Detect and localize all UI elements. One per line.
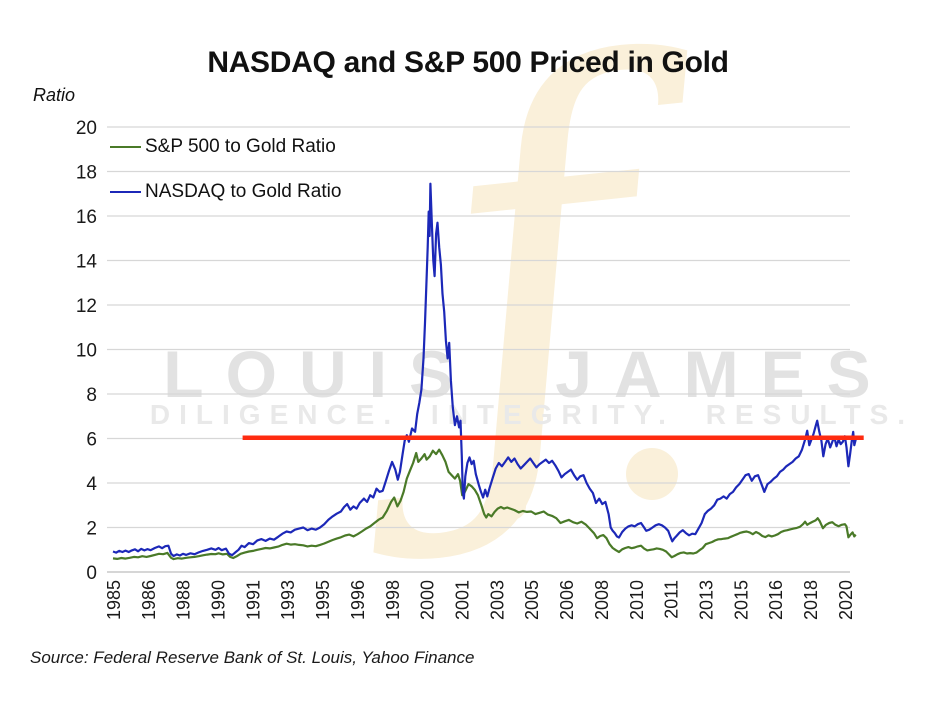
y-tick-label: 6	[86, 430, 97, 451]
y-tick-label: 12	[76, 296, 97, 317]
x-tick-label: 1995	[313, 580, 333, 620]
x-tick-label: 1991	[243, 580, 263, 620]
source-note: Source: Federal Reserve Bank of St. Loui…	[30, 648, 475, 667]
y-tick-label: 14	[76, 252, 98, 273]
chart-legend: S&P 500 to Gold Ratio NASDAQ to Gold Rat…	[110, 135, 341, 225]
legend-item-nasdaq: NASDAQ to Gold Ratio	[110, 180, 341, 204]
y-tick-label: 4	[86, 474, 97, 495]
y-tick-label: 10	[76, 341, 97, 362]
x-tick-label: 1996	[348, 580, 368, 620]
x-tick-label: 2003	[487, 580, 507, 620]
y-tick-label: 18	[76, 163, 97, 184]
legend-label-nasdaq: NASDAQ to Gold Ratio	[145, 181, 342, 202]
x-tick-label: 2005	[522, 580, 542, 620]
x-tick-label: 2020	[836, 580, 856, 620]
x-tick-label: 1986	[139, 580, 159, 620]
watermark-flourish-dot	[626, 448, 678, 500]
x-tick-label: 2013	[696, 580, 716, 620]
x-tick-label: 2000	[418, 580, 438, 620]
y-tick-label: 20	[76, 118, 97, 139]
x-tick-label: 2010	[627, 580, 647, 620]
y-tick-label: 16	[76, 207, 97, 228]
y-axis-title: Ratio	[33, 85, 76, 105]
x-tick-label: 2008	[592, 580, 612, 620]
x-tick-label: 1993	[278, 580, 298, 620]
x-tick-label: 2015	[731, 580, 751, 620]
watermark-tagline-text: DILIGENCE. INTEGRITY. RESULTS.	[149, 399, 915, 430]
chart-title: NASDAQ and S&P 500 Priced in Gold	[207, 46, 729, 79]
y-tick-label: 0	[86, 563, 97, 584]
x-tick-label: 1985	[104, 580, 124, 620]
series-line-nasdaq	[112, 182, 857, 558]
x-tick-label: 2006	[557, 580, 577, 620]
y-tick-label: 8	[86, 385, 97, 406]
legend-label-sp500: S&P 500 to Gold Ratio	[145, 136, 336, 157]
x-tick-label: 2001	[453, 580, 473, 620]
series-line-sp500	[112, 448, 857, 561]
y-tick-label: 2	[86, 519, 97, 540]
x-tick-label: 2016	[766, 580, 786, 620]
x-tick-label: 1988	[174, 580, 194, 620]
x-tick-label: 1990	[209, 580, 229, 620]
x-tick-label: 2011	[662, 580, 682, 619]
nasdaq-line-swatch	[110, 191, 141, 193]
sp500-line-swatch	[110, 146, 141, 148]
watermark-flourish-dot-small	[498, 492, 526, 520]
x-tick-label: 1998	[383, 580, 403, 620]
x-tick-label: 2018	[801, 580, 821, 620]
legend-item-sp500: S&P 500 to Gold Ratio	[110, 135, 341, 159]
